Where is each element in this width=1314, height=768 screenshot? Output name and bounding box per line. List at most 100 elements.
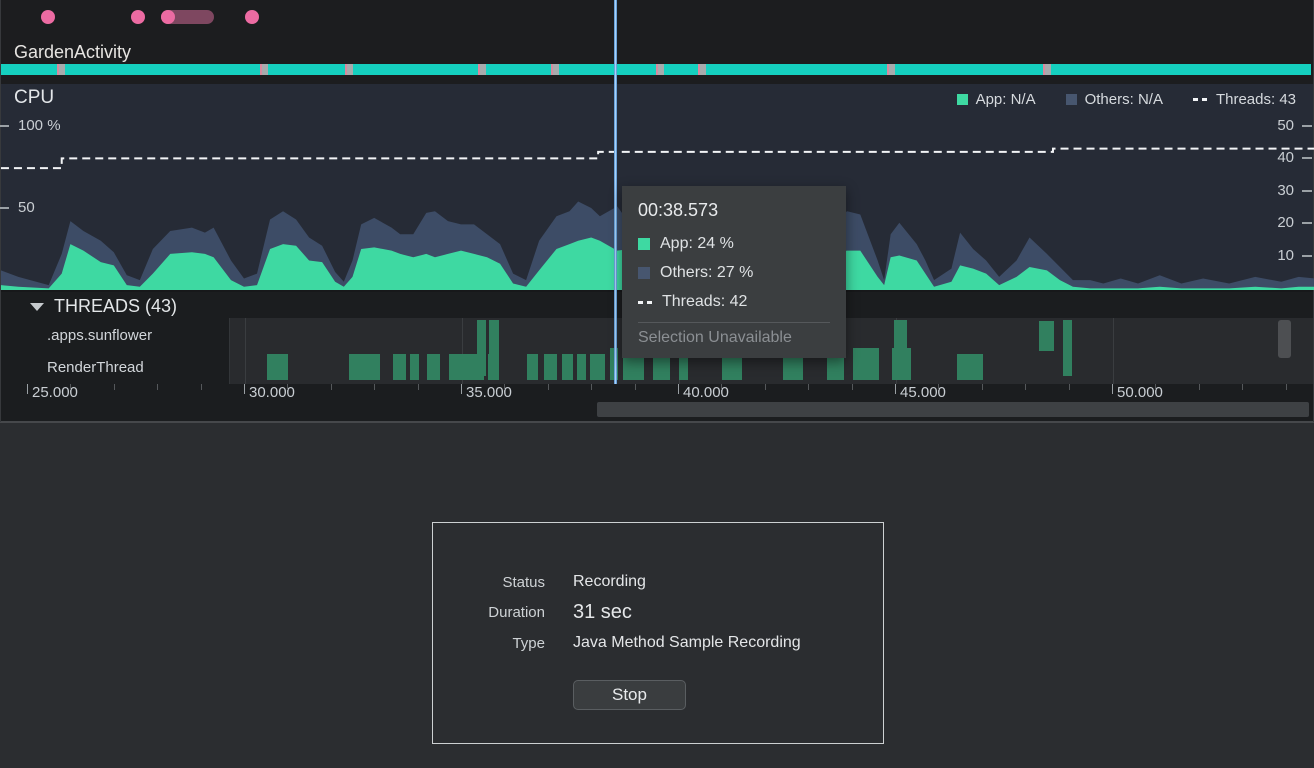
gap-pink-edge xyxy=(551,64,553,75)
vertical-scrollbar-thumb[interactable] xyxy=(1278,320,1291,358)
gap-gray-block xyxy=(59,64,65,75)
renderthread-activity-block[interactable] xyxy=(577,354,586,380)
minor-tick xyxy=(1068,384,1070,390)
renderthread-activity-block[interactable] xyxy=(609,348,619,380)
event-timeline[interactable]: GardenActivity xyxy=(0,0,1314,64)
horizontal-scrollbar-thumb[interactable] xyxy=(597,402,1309,417)
right-axis-tick xyxy=(1302,254,1312,257)
renderthread-activity-block[interactable] xyxy=(349,354,380,380)
legend-app: App: N/A xyxy=(956,91,1036,108)
major-tick xyxy=(27,384,28,394)
renderthread-activity-block[interactable] xyxy=(409,354,419,380)
major-tick xyxy=(244,384,245,394)
threads-step-line xyxy=(0,147,1314,170)
gap-pink-edge xyxy=(345,64,347,75)
thread-row-label-sunflower[interactable]: .apps.sunflower xyxy=(47,327,153,344)
minor-tick xyxy=(1025,384,1027,390)
panel-splitter[interactable] xyxy=(0,421,1314,423)
tooltip-threads-row: Threads: 42 xyxy=(638,293,830,311)
minor-tick xyxy=(157,384,159,390)
major-tick xyxy=(1112,384,1113,394)
sunflower-activity-block[interactable] xyxy=(1063,320,1072,376)
renderthread-activity-block[interactable] xyxy=(956,354,983,380)
renderthread-activity-block[interactable] xyxy=(448,354,484,380)
right-axis-label: 50 xyxy=(1277,117,1294,134)
renderthread-activity-block[interactable] xyxy=(652,354,671,380)
major-tick xyxy=(461,384,462,394)
renderthread-activity-block[interactable] xyxy=(544,354,558,380)
renderthread-activity-block[interactable] xyxy=(527,354,538,380)
renderthread-activity-block[interactable] xyxy=(891,348,912,380)
time-axis: 25.000 30.000 35.000 40.000 45.000 50.000 xyxy=(0,384,1314,401)
gap-gray-block xyxy=(889,64,895,75)
event-marker-icon[interactable] xyxy=(245,10,259,24)
minor-tick xyxy=(1242,384,1244,390)
activity-lifecycle-bar[interactable] xyxy=(0,64,1311,75)
time-gridline xyxy=(245,318,246,384)
renderthread-activity-block[interactable] xyxy=(826,354,844,380)
lifecycle-gap-marker xyxy=(478,64,486,75)
renderthread-activity-block[interactable] xyxy=(679,354,688,380)
renderthread-activity-block[interactable] xyxy=(783,354,803,380)
time-tick-label: 30.000 xyxy=(249,384,295,401)
event-marker-icon[interactable] xyxy=(41,10,55,24)
threads-header[interactable]: THREADS (43) xyxy=(30,296,177,317)
time-tick-label: 45.000 xyxy=(900,384,946,401)
lifecycle-gap-marker xyxy=(1043,64,1051,75)
gap-gray-block xyxy=(658,64,664,75)
lifecycle-gap-marker xyxy=(551,64,559,75)
event-marker-icon[interactable] xyxy=(131,10,145,24)
stop-button[interactable]: Stop xyxy=(573,680,686,710)
left-axis-label: 50 xyxy=(18,199,35,216)
lifecycle-gap-marker xyxy=(698,64,706,75)
minor-tick xyxy=(1155,384,1157,390)
renderthread-activity-block[interactable] xyxy=(561,354,573,380)
tooltip-selection-status: Selection Unavailable xyxy=(638,329,792,346)
minor-tick xyxy=(330,384,332,390)
gap-pink-edge xyxy=(260,64,262,75)
renderthread-activity-block[interactable] xyxy=(852,348,879,380)
gap-gray-block xyxy=(480,64,486,75)
minor-tick xyxy=(374,384,376,390)
renderthread-activity-block[interactable] xyxy=(590,354,606,380)
tooltip-others-row: Others: 27 % xyxy=(638,264,830,282)
renderthread-activity-block[interactable] xyxy=(266,354,289,380)
sunflower-activity-block[interactable] xyxy=(1039,321,1055,351)
minor-tick xyxy=(1198,384,1200,390)
collapse-caret-icon[interactable] xyxy=(30,302,44,311)
renderthread-activity-block[interactable] xyxy=(392,354,406,380)
type-label: Type xyxy=(512,634,545,652)
event-marker-icon[interactable] xyxy=(161,10,175,24)
minor-tick xyxy=(417,384,419,390)
sunflower-activity-block[interactable] xyxy=(477,320,486,376)
minor-tick xyxy=(70,384,72,390)
renderthread-activity-block[interactable] xyxy=(427,354,441,380)
sunflower-activity-block[interactable] xyxy=(488,320,499,376)
scrollbar-track[interactable] xyxy=(0,400,1314,421)
minor-tick xyxy=(851,384,853,390)
lifecycle-gap-marker xyxy=(260,64,268,75)
legend-threads: Threads: 43 xyxy=(1192,91,1296,108)
threads-dash-icon xyxy=(638,300,652,304)
gap-pink-edge xyxy=(698,64,700,75)
minor-tick xyxy=(764,384,766,390)
gap-pink-edge xyxy=(1043,64,1045,75)
right-axis-label: 40 xyxy=(1277,149,1294,167)
minor-tick xyxy=(721,384,723,390)
minor-tick xyxy=(113,384,115,390)
thread-row-label-renderthread[interactable]: RenderThread xyxy=(47,359,144,376)
status-label: Status xyxy=(502,573,545,591)
tooltip-app-row: App: 24 % xyxy=(638,235,830,253)
minor-tick xyxy=(287,384,289,390)
minor-tick xyxy=(634,384,636,390)
time-tick-label: 50.000 xyxy=(1117,384,1163,401)
playhead-line[interactable] xyxy=(614,0,617,384)
status-value: Recording xyxy=(573,573,646,590)
renderthread-activity-block[interactable] xyxy=(722,354,742,380)
lifecycle-gap-marker xyxy=(57,64,65,75)
gap-pink-edge xyxy=(887,64,889,75)
gap-gray-block xyxy=(700,64,706,75)
renderthread-activity-block[interactable] xyxy=(488,354,499,380)
right-axis-label: 30 xyxy=(1277,181,1294,199)
renderthread-activity-block[interactable] xyxy=(622,354,645,380)
